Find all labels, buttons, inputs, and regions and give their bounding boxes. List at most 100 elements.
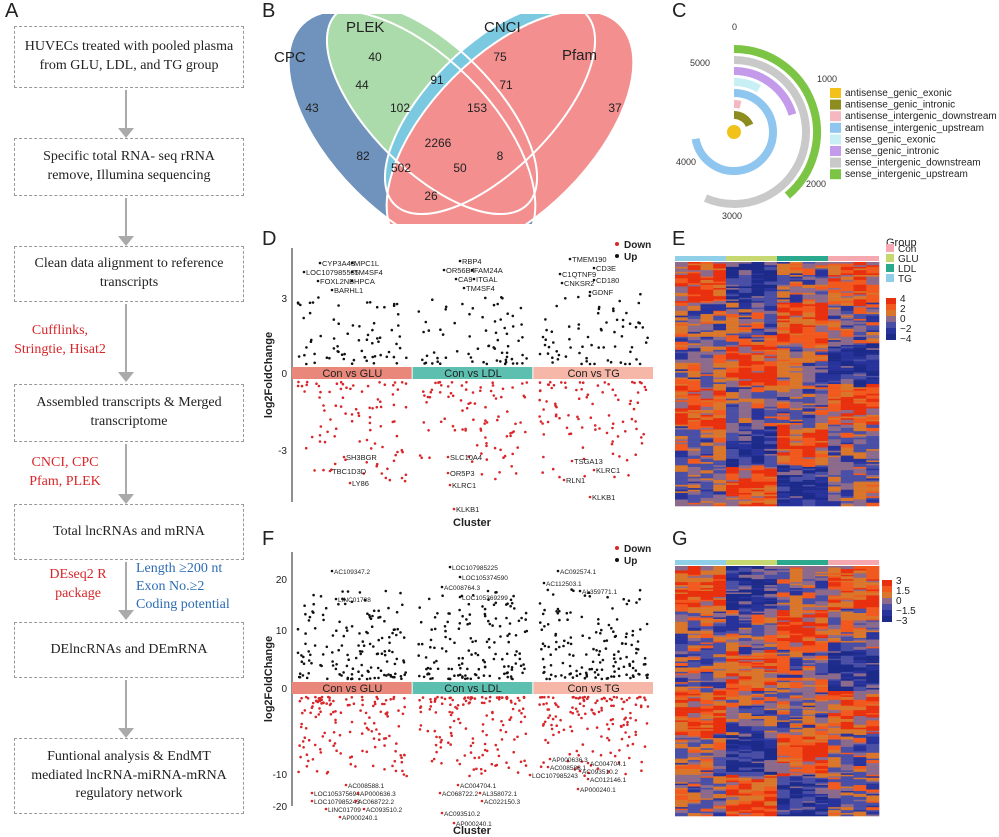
heat-cell: [853, 318, 867, 321]
data-point-down: [317, 697, 321, 700]
heat-cell: [726, 629, 740, 632]
heat-cell: [713, 585, 727, 587]
heat-cell: [726, 375, 740, 378]
data-point-up: [444, 356, 448, 359]
cluster-label: Con vs GLU: [322, 368, 382, 380]
data-point-up: [418, 606, 421, 609]
data-point-up: [391, 631, 394, 635]
heat-cell: [802, 502, 816, 505]
heat-cell: [700, 418, 714, 421]
heat-cell: [687, 296, 701, 299]
heat-cell: [713, 601, 727, 604]
heat-cell: [726, 620, 740, 623]
data-point-up: [510, 668, 514, 671]
data-point-up: [380, 636, 384, 640]
heat-cell: [675, 479, 689, 482]
data-point-down: [610, 704, 613, 708]
heat-cell: [675, 427, 689, 430]
heat-cell: [828, 621, 842, 624]
heat-cell: [789, 455, 803, 458]
data-point-up: [360, 674, 364, 677]
heat-cell: [726, 262, 740, 264]
data-point-down: [304, 446, 308, 450]
heat-cell: [840, 638, 854, 640]
heat-cell: [866, 421, 880, 424]
heat-cell: [713, 573, 727, 576]
data-point-up: [591, 660, 595, 664]
data-point-down: [584, 712, 587, 716]
heat-cell: [764, 302, 778, 305]
heat-cell: [700, 397, 714, 399]
heat-cell: [789, 440, 803, 443]
heat-cell: [789, 297, 803, 300]
heat-cell: [764, 328, 778, 331]
heat-cell: [700, 576, 714, 579]
heat-cell: [713, 271, 727, 274]
heat-cell: [751, 292, 765, 295]
gene-label: GDNF: [592, 288, 614, 297]
legend-label: antisense_intergenic_downstream: [845, 111, 997, 122]
data-point-up: [597, 622, 600, 625]
data-point-up: [383, 673, 386, 677]
heat-cell: [738, 390, 752, 393]
heat-cell: [700, 370, 714, 373]
heat-cell: [726, 476, 740, 479]
heat-cell: [777, 372, 791, 375]
heat-cell: [828, 283, 842, 286]
heat-cell: [828, 577, 842, 580]
heat-cell: [675, 629, 689, 632]
heat-cell: [802, 372, 816, 375]
heat-cell: [840, 426, 854, 429]
heat-cell: [789, 478, 803, 481]
data-point-up: [304, 612, 307, 616]
heat-cell: [840, 574, 854, 577]
heat-cell: [700, 655, 714, 658]
data-point-down: [644, 698, 647, 702]
heat-cell: [789, 432, 803, 435]
heat-cell: [738, 466, 752, 469]
heat-cell: [687, 406, 701, 409]
heat-cell: [815, 265, 829, 268]
data-point-down: [503, 454, 507, 458]
heat-cell: [866, 602, 880, 605]
heat-cell: [853, 470, 867, 473]
heat-cell: [751, 424, 765, 427]
heat-cell: [687, 602, 701, 605]
data-point-down: [629, 399, 632, 403]
heat-cell: [853, 620, 867, 623]
data-point-up: [572, 654, 575, 657]
heat-cell: [828, 413, 842, 416]
heat-cell: [726, 312, 740, 315]
heat-cell: [713, 289, 727, 292]
heat-cell: [853, 367, 867, 370]
heat-cell: [713, 583, 727, 586]
heat-cell: [802, 359, 816, 362]
heat-cell: [687, 414, 701, 417]
data-point-up: [615, 318, 619, 322]
heat-cell: [738, 307, 752, 310]
heat-cell: [726, 348, 740, 351]
heat-cell: [738, 596, 752, 599]
heat-cell: [853, 283, 867, 286]
heat-cell: [675, 349, 689, 352]
heat-cell: [687, 393, 701, 396]
heat-cell: [815, 579, 829, 582]
data-point-down: [472, 418, 475, 421]
data-point-down: [546, 741, 550, 744]
heat-cell: [700, 457, 714, 460]
heat-cell: [726, 568, 740, 571]
heat-cell: [764, 275, 778, 277]
labeled-point: [556, 569, 560, 573]
heat-cell: [764, 291, 778, 294]
data-point-up: [363, 598, 367, 602]
heat-cell: [700, 605, 714, 608]
data-point-up: [501, 657, 504, 661]
heat-cell: [751, 618, 765, 621]
heat-cell: [815, 268, 829, 271]
data-point-down: [318, 396, 321, 399]
heat-cell: [802, 453, 816, 456]
data-point-down: [489, 389, 493, 393]
heat-cell: [764, 305, 778, 308]
heat-cell: [751, 398, 765, 401]
heat-cell: [764, 314, 778, 316]
